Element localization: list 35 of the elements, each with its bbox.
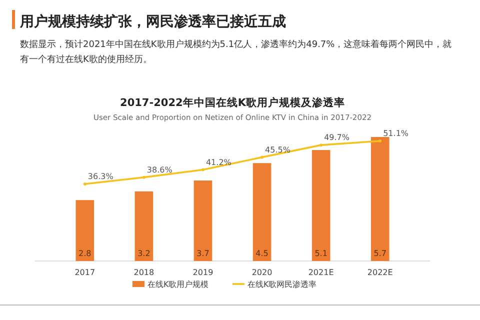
point <box>260 156 264 159</box>
data-label: 45.5% <box>265 145 291 154</box>
data-label: 5.1 <box>314 249 328 258</box>
point <box>83 182 86 186</box>
x-tick-label: 2019 <box>192 268 214 277</box>
legend-label: 在线K歌用户规模 <box>148 280 209 289</box>
x-tick-label: 2022E <box>367 268 393 277</box>
data-label: 51.1% <box>383 129 409 138</box>
point <box>201 168 204 172</box>
x-tick-label: 2017 <box>74 268 96 277</box>
text: 用户规模持续扩张，网民渗透率已接近五成 <box>19 13 286 30</box>
x-tick-label: 2018 <box>134 268 154 277</box>
data-label: 3.2 <box>138 249 150 258</box>
data-label: 3.7 <box>196 249 210 258</box>
chart-title: 2017-2022年中国在线K歌用户规模及渗透率 <box>120 96 345 109</box>
point <box>320 144 323 147</box>
data-label: 2.8 <box>78 249 92 258</box>
data-label: 49.7% <box>324 133 350 142</box>
x-tick-label: 2021E <box>308 268 334 277</box>
data-label: 4.5 <box>256 249 268 258</box>
x-tick-label: 2020 <box>252 268 272 277</box>
bar <box>370 137 390 261</box>
bar <box>134 191 154 261</box>
bar <box>76 200 94 261</box>
bar <box>312 150 330 261</box>
data-label: 41.2% <box>206 158 232 167</box>
text: 数据显示，预计2021年中国在线K歌用户规模约为5.1亿人，渗透率约为49.7%，这意味着每两个网民中，就有一个有过在线K歌的使用经历。 <box>20 38 453 67</box>
point <box>142 176 146 179</box>
legend-label: 在线K歌网民渗透率 <box>248 280 317 289</box>
bar <box>194 180 212 261</box>
point <box>378 140 382 142</box>
data-label: 5.7 <box>374 249 386 258</box>
data-label: 36.3% <box>88 172 114 181</box>
data-label: 38.6% <box>146 165 173 174</box>
bar <box>252 163 272 261</box>
